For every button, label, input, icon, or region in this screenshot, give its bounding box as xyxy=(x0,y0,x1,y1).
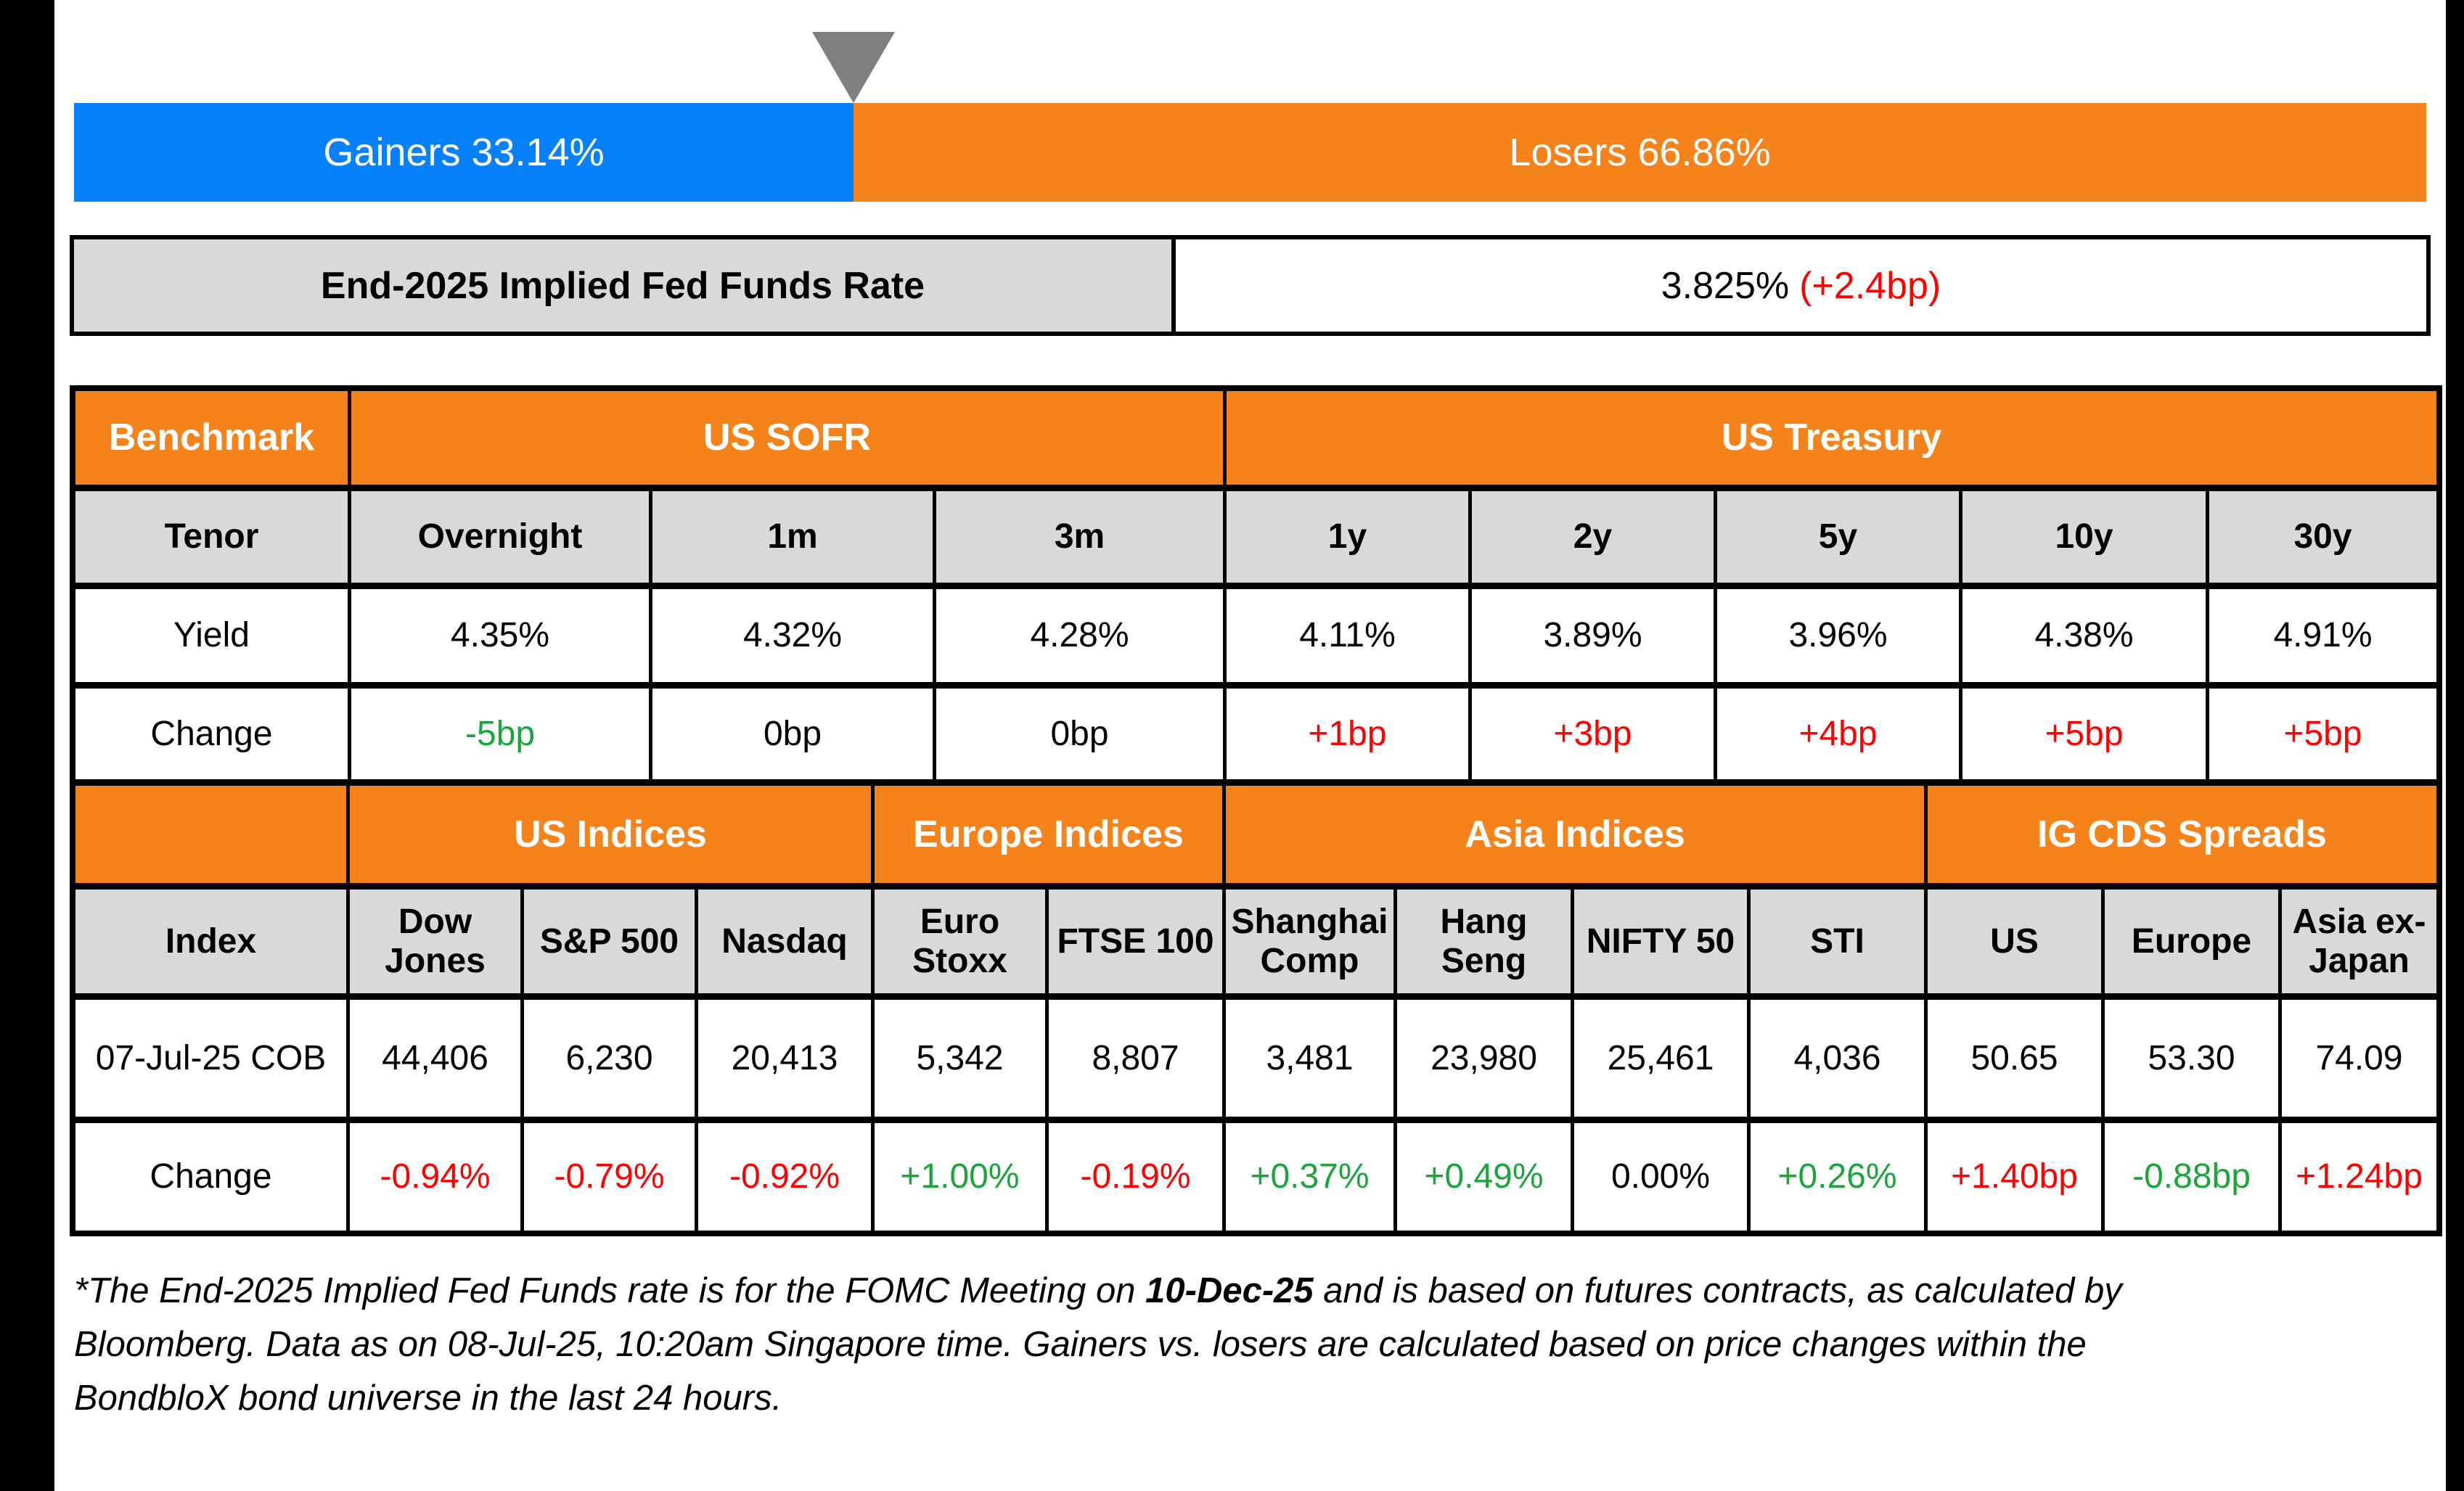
yield-row-label: Yield xyxy=(75,589,348,682)
cob-row-label: 07-Jul-25 COB xyxy=(75,1000,346,1117)
index-change: 0.00% xyxy=(1574,1123,1747,1231)
change-row-label: Change xyxy=(75,1123,346,1231)
group-header-ig-cds-spreads: IG CDS Spreads xyxy=(1928,786,2436,883)
data-tables: Benchmark US SOFR US Treasury Tenor Over… xyxy=(70,385,2442,1236)
index-change: -0.94% xyxy=(350,1123,520,1231)
footnote-line3: BondbloX bond universe in the last 24 ho… xyxy=(74,1379,782,1418)
change-row-label: Change xyxy=(75,689,348,779)
change-value: +4bp xyxy=(1717,689,1959,779)
index-header: Shanghai Comp xyxy=(1226,890,1393,993)
footnote-fomc-date: 10-Dec-25 xyxy=(1145,1271,1314,1310)
tenor-header: 2y xyxy=(1472,491,1714,583)
right-black-border xyxy=(2446,0,2464,1491)
change-value: -5bp xyxy=(351,689,649,779)
index-change: +1.40bp xyxy=(1928,1123,2101,1231)
change-value: +5bp xyxy=(2209,689,2436,779)
index-value: 5,342 xyxy=(875,1000,1045,1117)
footnote-line1-pre: *The End-2025 Implied Fed Funds rate is … xyxy=(74,1271,1146,1310)
yield-value: 3.96% xyxy=(1717,589,1959,682)
indices-table: US Indices Europe Indices Asia Indices I… xyxy=(75,786,2436,1231)
fed-funds-label: End-2025 Implied Fed Funds Rate xyxy=(74,239,1171,332)
index-header: S&P 500 xyxy=(524,890,695,993)
index-row-label: Index xyxy=(75,890,346,993)
yield-value: 3.89% xyxy=(1472,589,1714,682)
change-value: +1bp xyxy=(1227,689,1468,779)
index-header: Asia ex-Japan xyxy=(2282,890,2436,993)
index-value: 74.09 xyxy=(2282,1000,2436,1117)
yield-value: 4.11% xyxy=(1227,589,1468,682)
index-value: 3,481 xyxy=(1226,1000,1393,1117)
fed-funds-change: (+2.4bp) xyxy=(1799,264,1941,307)
index-change: +0.37% xyxy=(1226,1123,1393,1231)
group-header-europe-indices: Europe Indices xyxy=(875,786,1222,883)
change-value: +3bp xyxy=(1472,689,1714,779)
index-header: Hang Seng xyxy=(1397,890,1571,993)
tenor-header: 10y xyxy=(1962,491,2206,583)
change-value: +5bp xyxy=(1962,689,2206,779)
index-header: Nasdaq xyxy=(698,890,871,993)
tenor-row-label: Tenor xyxy=(75,491,348,583)
index-value: 44,406 xyxy=(350,1000,520,1117)
index-header: Europe xyxy=(2105,890,2278,993)
footnote-line2: Bloomberg. Data as on 08-Jul-25, 10:20am… xyxy=(74,1325,2087,1364)
footnote-line1-post: and is based on futures contracts, as ca… xyxy=(1313,1271,2122,1310)
fed-funds-row: End-2025 Implied Fed Funds Rate 3.825% (… xyxy=(70,235,2431,336)
gainers-losers-bar: Gainers 33.14% Losers 66.86% xyxy=(74,103,2426,202)
fed-funds-value: 3.825% (+2.4bp) xyxy=(1176,239,2426,332)
index-value: 25,461 xyxy=(1574,1000,1747,1117)
yield-value: 4.28% xyxy=(936,589,1223,682)
group-header-us-indices: US Indices xyxy=(350,786,871,883)
index-change: +0.49% xyxy=(1397,1123,1571,1231)
index-value: 8,807 xyxy=(1049,1000,1222,1117)
index-value: 20,413 xyxy=(698,1000,871,1117)
gainers-segment: Gainers 33.14% xyxy=(74,103,854,202)
indices-corner-header-blank xyxy=(75,786,346,883)
index-header: STI xyxy=(1751,890,1924,993)
gainers-label: Gainers 33.14% xyxy=(323,131,605,174)
index-change: -0.92% xyxy=(698,1123,871,1231)
tenor-header: 3m xyxy=(936,491,1223,583)
yield-value: 4.35% xyxy=(351,589,649,682)
index-change: +1.00% xyxy=(875,1123,1045,1231)
tenor-header: 1m xyxy=(652,491,933,583)
index-change: -0.88bp xyxy=(2105,1123,2278,1231)
change-value: 0bp xyxy=(936,689,1223,779)
index-header: Euro Stoxx xyxy=(875,890,1045,993)
index-value: 4,036 xyxy=(1751,1000,1924,1117)
yield-value: 4.91% xyxy=(2209,589,2436,682)
left-black-border xyxy=(0,0,54,1491)
split-marker-triangle-icon xyxy=(812,32,895,103)
group-header-asia-indices: Asia Indices xyxy=(1226,786,1924,883)
group-header-us-sofr: US SOFR xyxy=(351,391,1223,485)
benchmark-corner-header: Benchmark xyxy=(75,391,348,485)
index-header: FTSE 100 xyxy=(1049,890,1222,993)
index-change: -0.79% xyxy=(524,1123,695,1231)
yield-value: 4.32% xyxy=(652,589,933,682)
index-value: 50.65 xyxy=(1928,1000,2101,1117)
tenor-header: 30y xyxy=(2209,491,2436,583)
index-header: NIFTY 50 xyxy=(1574,890,1747,993)
index-header: US xyxy=(1928,890,2101,993)
group-header-us-treasury: US Treasury xyxy=(1227,391,2436,485)
change-value: 0bp xyxy=(652,689,933,779)
benchmark-table: Benchmark US SOFR US Treasury Tenor Over… xyxy=(75,391,2436,779)
index-value: 6,230 xyxy=(524,1000,695,1117)
tenor-header: Overnight xyxy=(351,491,649,583)
losers-segment: Losers 66.86% xyxy=(854,103,2426,202)
fed-funds-rate: 3.825% xyxy=(1661,264,1790,307)
index-change: -0.19% xyxy=(1049,1123,1222,1231)
index-change: +0.26% xyxy=(1751,1123,1924,1231)
footnote: *The End-2025 Implied Fed Funds rate is … xyxy=(74,1264,2382,1425)
index-value: 53.30 xyxy=(2105,1000,2278,1117)
yield-value: 4.38% xyxy=(1962,589,2206,682)
tenor-header: 5y xyxy=(1717,491,1959,583)
losers-label: Losers 66.86% xyxy=(1509,131,1771,174)
index-change: +1.24bp xyxy=(2282,1123,2436,1231)
index-header: Dow Jones xyxy=(350,890,520,993)
tenor-header: 1y xyxy=(1227,491,1468,583)
index-value: 23,980 xyxy=(1397,1000,1571,1117)
